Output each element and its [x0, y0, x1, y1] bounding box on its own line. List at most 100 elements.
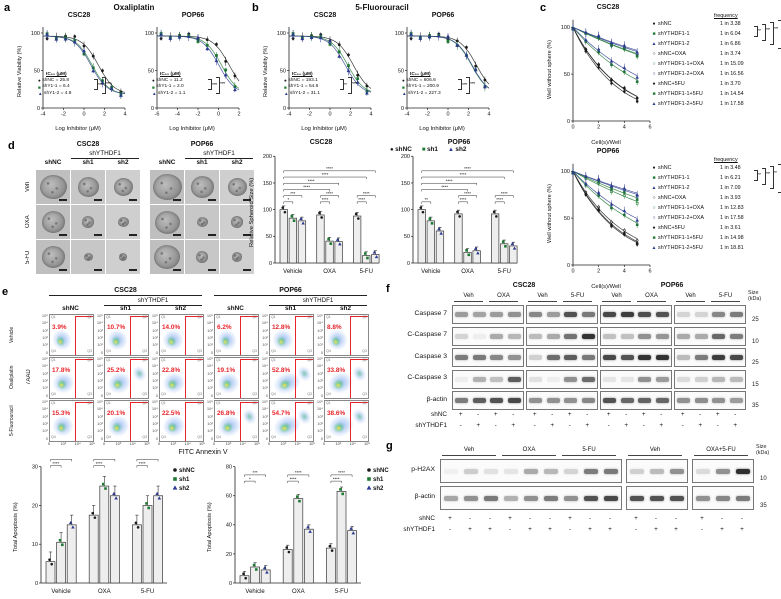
flow-y-tick: 0	[45, 349, 48, 355]
flow-y-tick: 10³	[152, 370, 158, 376]
svg-text:****: ****	[326, 166, 333, 171]
series-label: shNC	[658, 164, 672, 171]
scale-bar	[208, 234, 216, 236]
spheroid-row-label: 5-FU	[25, 250, 31, 264]
quadrant-label: Q1	[271, 401, 276, 405]
svg-text:****: ****	[460, 197, 467, 202]
svg-text:****: ****	[464, 166, 471, 171]
plus-minus-sign: +	[458, 411, 463, 418]
legend-row: ○ shYTHDF1-1+OXA 1 in 12.83	[650, 203, 781, 213]
size-kda-label: 10	[760, 476, 767, 482]
legend-row: ● shNC	[390, 146, 412, 153]
protein-band	[677, 333, 691, 339]
flow-y-tick: 10¹	[262, 342, 268, 348]
chart-title: CSC28	[67, 12, 91, 19]
spheroid-image	[71, 205, 105, 239]
svg-text:****: ****	[460, 172, 467, 177]
protein-band	[694, 398, 708, 403]
protein-band	[523, 468, 539, 474]
blot-lane	[501, 487, 521, 509]
quadrant-label: Q3	[197, 392, 202, 397]
blot-lane	[488, 349, 506, 366]
protein-band	[729, 398, 743, 403]
apoptosis-gate	[75, 359, 93, 398]
plus-minus-sign: +	[733, 422, 738, 429]
flow-x-tick: 10⁵	[363, 440, 371, 446]
plus-minus-sign: -	[588, 515, 592, 522]
protein-band	[483, 468, 499, 474]
quadrant-label: Q2	[87, 401, 92, 405]
blot-lane	[627, 460, 647, 482]
frequency-value: 1 in 3.70	[720, 80, 741, 87]
frequency-value: 1 in 3.61	[720, 224, 741, 231]
blot-lane	[667, 487, 687, 509]
svg-text:2: 2	[237, 112, 240, 118]
flow-y-tick: 0	[320, 435, 323, 441]
blot-lane	[654, 371, 672, 388]
legend-text: shY1-1 = 6.4	[42, 84, 70, 90]
flow-col-label: shNC	[62, 305, 79, 312]
svg-text:****: ****	[322, 172, 329, 177]
blot-lane	[693, 306, 711, 323]
quadrant-label: Q2	[362, 315, 367, 319]
scale-bar	[129, 199, 137, 201]
panel-b-label: b	[252, 2, 259, 14]
blot-lane	[733, 487, 753, 509]
flow-y-tick: 10²	[97, 420, 103, 426]
apoptosis-percentage: 20.1%	[107, 410, 126, 417]
protein-band	[563, 468, 579, 474]
spheroid-grid-csc28	[36, 170, 141, 275]
flow-plot-area: Q1 Q2 Q3 Q4 54.7%	[269, 400, 314, 442]
plus-minus-sign: -	[488, 515, 492, 522]
blot-lane	[675, 392, 693, 409]
svg-text:0: 0	[407, 261, 410, 267]
quadrant-label: Q3	[362, 349, 367, 354]
legend-text: shNC = 25.8	[42, 78, 70, 84]
blot-lane	[601, 460, 621, 482]
blot-lane	[601, 392, 619, 409]
size-kda-label: 25	[752, 360, 759, 366]
blot-lane	[562, 371, 580, 388]
flow-y-tick: 10²	[97, 334, 103, 340]
flow-y-tick: 10¹	[262, 428, 268, 434]
flow-y-tick: 10³	[262, 327, 268, 333]
blot-lane	[580, 392, 598, 409]
svg-text:20: 20	[32, 503, 38, 509]
flow-row-label: 5-Fluorouracil	[9, 405, 15, 436]
flow-y-tick: 10⁴	[41, 320, 48, 326]
blot-lane	[693, 349, 711, 366]
quadrant-label: Q2	[307, 315, 312, 319]
quadrant-label: Q1	[326, 315, 331, 319]
flow-y-tick: 10⁴	[151, 320, 158, 326]
series-label: shYTHDF1-1+5FU	[658, 234, 703, 241]
blot-lane	[471, 371, 489, 388]
blot-cellline-header: POP66	[660, 282, 684, 289]
spheroid-blob	[82, 216, 94, 228]
blot-lane	[461, 487, 481, 509]
legend-row: ■ shYTHDF1-1+5FU 1 in 14.98	[650, 233, 781, 243]
blot-lane	[527, 306, 545, 323]
flow-y-tick: 10³	[207, 413, 213, 419]
svg-text:0: 0	[35, 581, 38, 587]
svg-text:-4: -4	[287, 112, 292, 118]
flow-y-tick: 10¹	[152, 342, 158, 348]
plus-minus-sign: -	[448, 526, 452, 533]
plus-minus-sign: -	[494, 422, 497, 429]
plus-minus-sign: -	[700, 526, 704, 533]
svg-text:**: **	[425, 197, 429, 202]
protein-band	[581, 398, 595, 403]
treatment-group-label: 5-FU	[563, 293, 592, 302]
frequency-value: 1 in 17.58	[720, 214, 744, 221]
protein-band	[603, 376, 617, 382]
svg-text:****: ****	[308, 178, 315, 183]
flow-x-tick: 0	[322, 440, 326, 446]
flow-y-tick: 10¹	[317, 385, 323, 391]
plus-minus-sign: -	[508, 526, 512, 533]
blot-lane	[545, 349, 563, 366]
series-label: shNC+OXA	[658, 50, 687, 57]
svg-text:2: 2	[597, 125, 600, 131]
frequency-value: 1 in 17.58	[720, 100, 744, 107]
protein-band	[629, 468, 645, 474]
plus-minus-sign: -	[716, 422, 719, 429]
protein-band	[649, 495, 665, 501]
